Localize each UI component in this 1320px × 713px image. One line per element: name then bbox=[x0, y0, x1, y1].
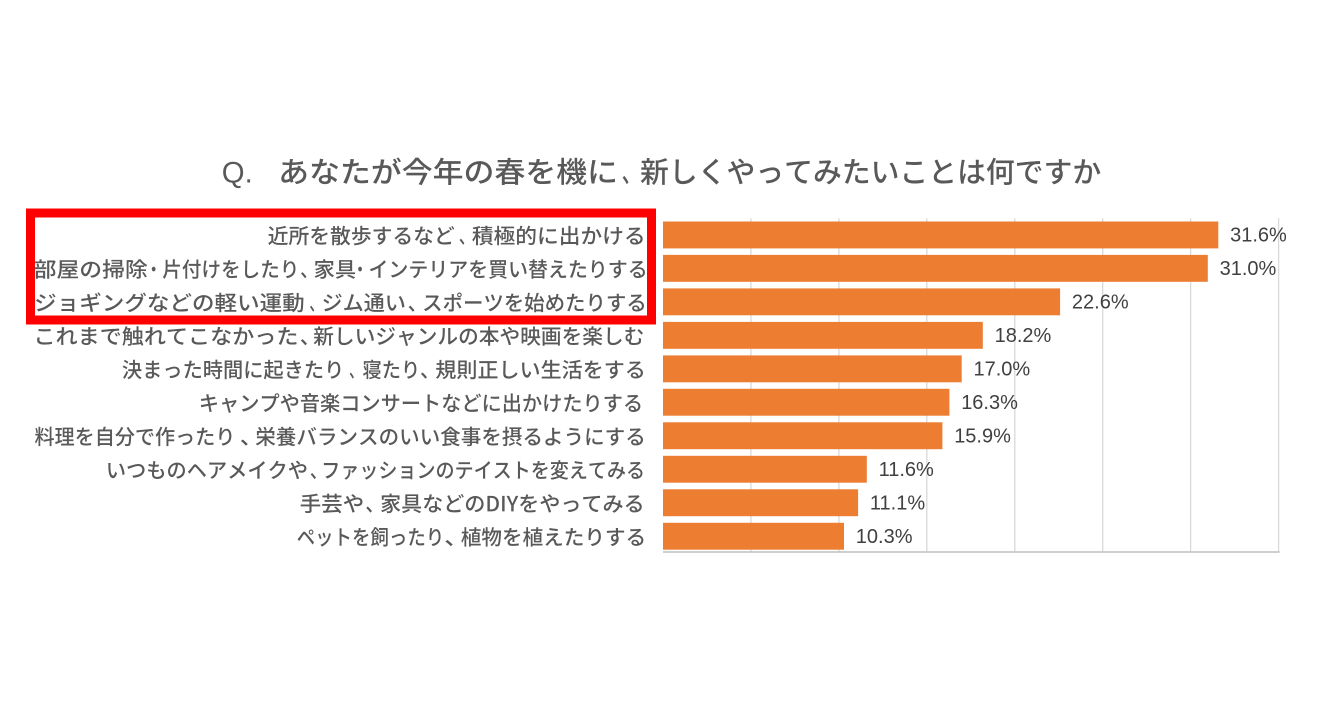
svg-text:11.6%: 11.6% bbox=[879, 459, 934, 481]
svg-text:22.6%: 22.6% bbox=[1072, 292, 1129, 314]
svg-text:31.0%: 31.0% bbox=[1220, 258, 1277, 280]
svg-text:31.6%: 31.6% bbox=[1230, 225, 1287, 247]
svg-text:16.3%: 16.3% bbox=[961, 392, 1018, 414]
svg-text:11.1%: 11.1% bbox=[870, 492, 925, 514]
svg-text:17.0%: 17.0% bbox=[974, 358, 1031, 380]
svg-text:Q.: Q. bbox=[222, 157, 253, 190]
svg-text:10.3%: 10.3% bbox=[856, 526, 913, 548]
svg-text:18.2%: 18.2% bbox=[995, 325, 1052, 347]
svg-text:15.9%: 15.9% bbox=[954, 425, 1011, 447]
